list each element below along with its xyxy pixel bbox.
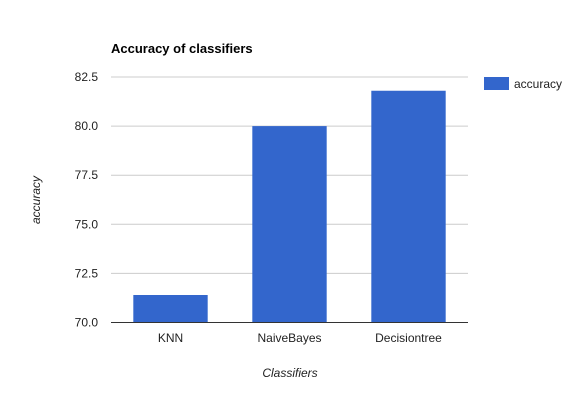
y-axis-title: accuracy: [29, 175, 43, 224]
y-tick-label: 72.5: [75, 266, 99, 280]
y-tick-label: 75.0: [75, 217, 99, 231]
x-axis-tick-labels: KNN NaiveBayes Decisiontree: [158, 331, 442, 345]
legend-swatch: [484, 77, 509, 90]
y-tick-label: 77.5: [75, 168, 99, 182]
bars: [133, 90, 446, 323]
y-tick-label: 82.5: [75, 70, 99, 84]
bar-naivebayes: [252, 126, 327, 323]
y-axis-tick-labels: 70.0 72.5 75.0 77.5 80.0 82.5: [75, 70, 99, 330]
bar-decisiontree: [371, 90, 446, 323]
y-tick-label: 70.0: [75, 316, 99, 330]
legend: accuracy: [484, 77, 562, 91]
x-tick-label: KNN: [158, 331, 183, 345]
y-tick-label: 80.0: [75, 119, 99, 133]
x-axis-title: Classifiers: [262, 366, 317, 380]
bar-knn: [133, 295, 208, 323]
x-tick-label: NaiveBayes: [257, 331, 321, 345]
x-tick-label: Decisiontree: [375, 331, 442, 345]
legend-label: accuracy: [514, 77, 562, 91]
chart-title: Accuracy of classifiers: [111, 41, 253, 56]
